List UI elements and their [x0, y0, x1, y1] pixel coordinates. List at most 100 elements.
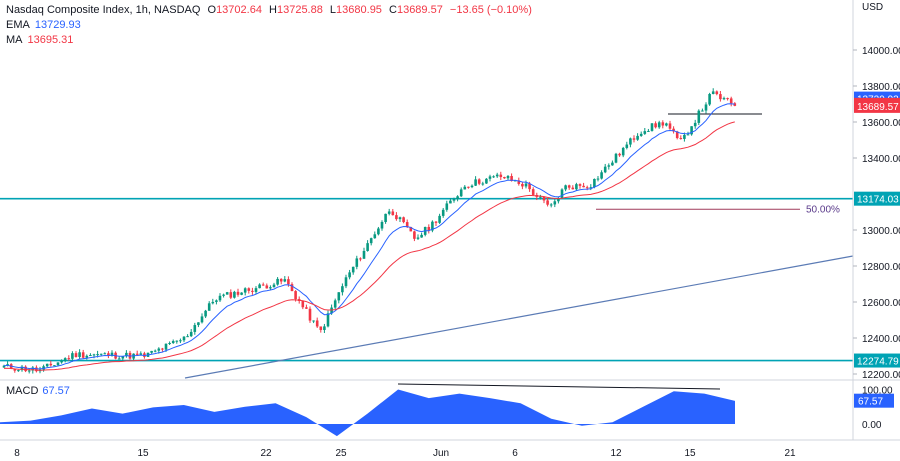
candle-up	[665, 123, 668, 126]
candle-down	[477, 179, 481, 184]
high-label: H	[269, 4, 277, 16]
candle-up	[312, 320, 315, 322]
candle-up	[89, 355, 92, 357]
macd-tick-label: 100.00	[862, 386, 893, 397]
candle-up	[60, 360, 63, 363]
candle-up	[333, 300, 337, 308]
candle-up	[283, 279, 287, 282]
candle-down	[74, 353, 78, 357]
candle-down	[391, 211, 395, 216]
candle-down	[503, 177, 506, 179]
low-value: 13680.95	[336, 4, 382, 16]
price-tick-label: 12800.00	[862, 262, 900, 273]
candlesticks	[2, 88, 737, 374]
candle-down	[229, 292, 233, 298]
ema-line	[3, 103, 735, 370]
candle-up	[276, 278, 279, 285]
candle-down	[319, 326, 323, 330]
candle-up	[337, 292, 341, 301]
candle-up	[63, 358, 67, 361]
change-value: −13.65 (−0.10%)	[449, 4, 532, 16]
candle-up	[117, 358, 121, 360]
moving-averages	[3, 103, 735, 371]
candle-up	[629, 138, 632, 145]
candle-down	[161, 348, 164, 350]
candle-up	[369, 238, 373, 244]
candle-up	[139, 353, 143, 355]
candle-up	[240, 292, 243, 295]
fib-50-label: 50.00%	[806, 204, 840, 215]
candle-up	[341, 286, 344, 293]
candle-down	[517, 180, 521, 184]
ema-row[interactable]: EMA 13729.93	[6, 18, 532, 33]
candle-up	[513, 180, 517, 182]
open-value: 13702.64	[216, 4, 262, 16]
candle-up	[690, 126, 693, 135]
candle-up	[539, 196, 542, 198]
candle-up	[647, 130, 650, 132]
candle-up	[693, 122, 697, 127]
candle-up	[323, 326, 326, 330]
symbol-title[interactable]: Nasdaq Composite Index, 1h, NASDAQ	[6, 4, 201, 16]
candle-up	[441, 209, 445, 216]
candle-down	[546, 200, 549, 205]
candle-up	[215, 300, 218, 302]
chart-legend: Nasdaq Composite Index, 1h, NASDAQ O1370…	[6, 3, 532, 48]
currency-label: USD	[862, 2, 883, 13]
candle-up	[186, 336, 189, 338]
candle-up	[593, 178, 596, 188]
candle-up	[589, 187, 593, 189]
candle-down	[715, 91, 719, 95]
rising-trendline	[184, 255, 854, 379]
candle-up	[431, 221, 434, 231]
price-tick-label: 13800.00	[862, 82, 900, 93]
candle-down	[675, 131, 679, 139]
candle-up	[650, 123, 654, 131]
candle-down	[719, 94, 722, 100]
candle-up	[564, 185, 567, 190]
candle-down	[13, 368, 17, 371]
candle-down	[405, 222, 409, 227]
price-tick-label: 12400.00	[862, 334, 900, 345]
candle-up	[470, 185, 474, 188]
candle-down	[585, 187, 589, 189]
candle-up	[179, 340, 182, 342]
candle-up	[495, 174, 499, 177]
candle-down	[618, 153, 621, 156]
candle-up	[27, 370, 31, 372]
candle-down	[135, 353, 139, 355]
candle-down	[499, 174, 503, 178]
candle-up	[621, 147, 625, 156]
candle-down	[315, 320, 319, 327]
candle-up	[110, 352, 114, 356]
time-label: 6	[512, 448, 518, 459]
candle-up	[452, 199, 456, 201]
candle-down	[510, 176, 513, 182]
macd-pane	[0, 383, 735, 437]
candle-down	[528, 183, 531, 190]
candle-down	[287, 279, 290, 285]
candle-up	[488, 176, 492, 179]
candle-down	[531, 189, 535, 195]
macd-tick-label: 0.00	[862, 420, 882, 431]
macd-legend[interactable]: MACD 67.57	[6, 385, 70, 397]
ema-value: 13729.93	[34, 19, 81, 31]
macd-value: 67.57	[42, 385, 70, 397]
candle-up	[387, 211, 391, 214]
candle-down	[409, 226, 413, 232]
candle-up	[17, 370, 20, 372]
candle-up	[686, 134, 690, 136]
candle-down	[467, 186, 470, 188]
candle-up	[225, 292, 229, 295]
candle-down	[632, 138, 636, 140]
price-tag-2: 13689.57	[857, 102, 899, 113]
candle-down	[567, 185, 571, 188]
macd-tag-bg	[854, 393, 894, 408]
candle-up	[96, 354, 99, 356]
candle-up	[326, 313, 330, 327]
candle-up	[78, 352, 81, 357]
candle-down	[733, 103, 737, 106]
ma-row[interactable]: MA 13695.31	[6, 33, 532, 48]
